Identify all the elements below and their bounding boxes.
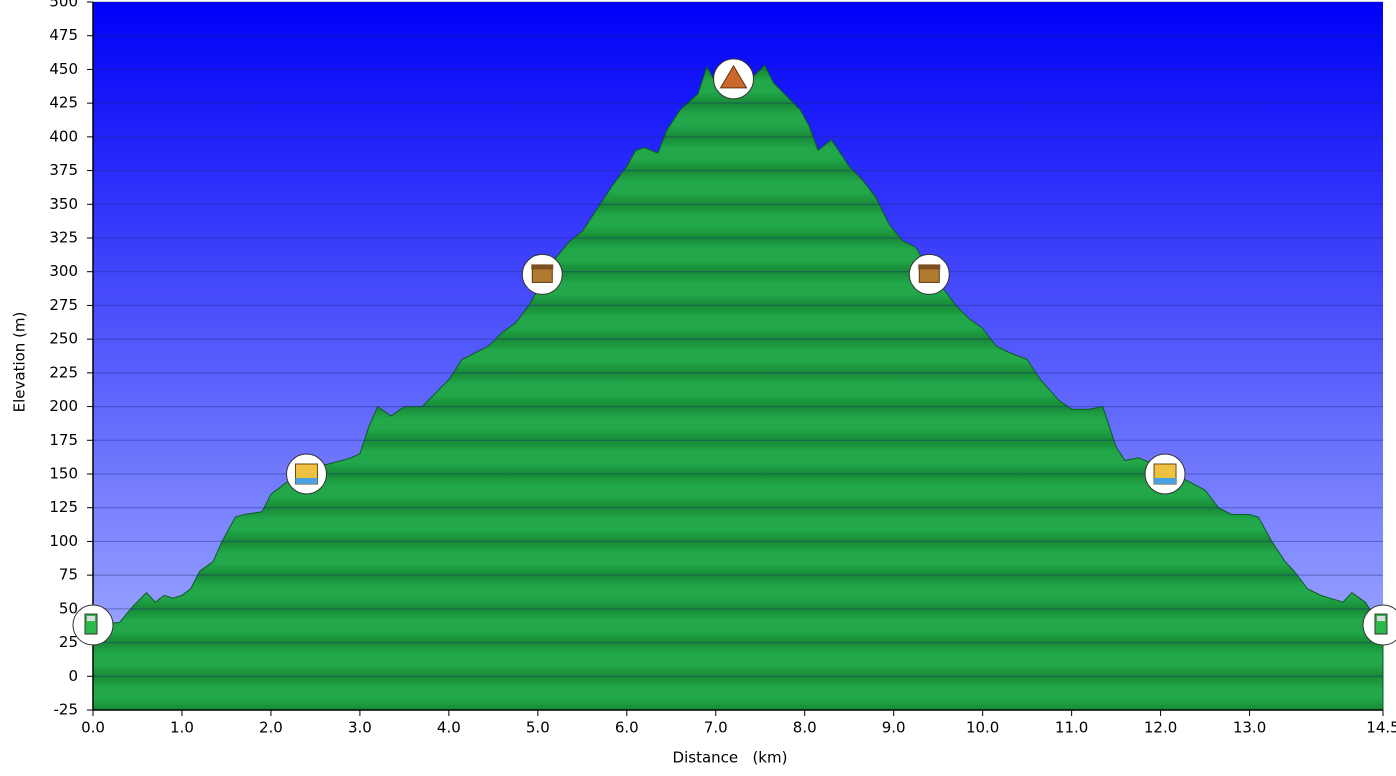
x-tick-label: 9.0 xyxy=(882,719,906,737)
x-tick-label: 10.0 xyxy=(966,719,999,737)
y-tick-label: 25 xyxy=(59,633,78,651)
y-tick-label: 175 xyxy=(49,431,78,449)
x-tick-label: 3.0 xyxy=(348,719,372,737)
bridge-water xyxy=(295,478,318,484)
house-icon xyxy=(918,267,940,283)
fuel-window xyxy=(1377,616,1385,622)
house-icon xyxy=(531,267,553,283)
y-tick-label: 400 xyxy=(49,127,78,145)
x-axis-title: Distance (km) xyxy=(673,749,788,767)
x-tick-label: 6.0 xyxy=(615,719,639,737)
y-tick-label: 100 xyxy=(49,532,78,550)
y-tick-label: 0 xyxy=(68,667,78,685)
y-tick-label: 250 xyxy=(49,330,78,348)
y-axis-title: Elevation (m) xyxy=(11,312,29,413)
waypoint xyxy=(72,604,114,646)
x-tick-label: 5.0 xyxy=(526,719,550,737)
x-tick-label: 11.0 xyxy=(1055,719,1088,737)
y-tick-label: -25 xyxy=(54,701,79,719)
x-tick-label: 0.0 xyxy=(81,719,105,737)
peak-icon xyxy=(719,64,748,89)
y-tick-label: 475 xyxy=(49,26,78,44)
x-tick-label: 2.0 xyxy=(259,719,283,737)
y-tick-label: 325 xyxy=(49,229,78,247)
x-tick-label: 14.5 xyxy=(1366,719,1396,737)
y-tick-label: 50 xyxy=(59,599,78,617)
y-tick-label: 375 xyxy=(49,161,78,179)
waypoint xyxy=(1144,453,1186,495)
y-tick-label: 350 xyxy=(49,195,78,213)
waypoint xyxy=(908,253,950,295)
house-roof xyxy=(918,264,941,270)
y-tick-label: 75 xyxy=(59,566,78,584)
bridge-water xyxy=(1154,478,1177,484)
x-tick-label: 8.0 xyxy=(793,719,817,737)
y-tick-label: 425 xyxy=(49,94,78,112)
fuel-window xyxy=(87,616,95,622)
y-tick-label: 150 xyxy=(49,465,78,483)
y-tick-label: 300 xyxy=(49,262,78,280)
y-tick-label: 225 xyxy=(49,363,78,381)
x-tick-label: 1.0 xyxy=(170,719,194,737)
x-tick-label: 13.0 xyxy=(1233,719,1266,737)
y-tick-label: 200 xyxy=(49,397,78,415)
y-tick-label: 500 xyxy=(49,0,78,11)
x-tick-label: 7.0 xyxy=(704,719,728,737)
waypoint xyxy=(1362,604,1396,646)
y-tick-label: 125 xyxy=(49,498,78,516)
x-tick-label: 4.0 xyxy=(437,719,461,737)
house-roof xyxy=(531,264,554,270)
waypoint xyxy=(286,453,328,495)
y-tick-label: 450 xyxy=(49,60,78,78)
waypoint xyxy=(521,253,563,295)
waypoint xyxy=(713,58,755,100)
x-tick-label: 12.0 xyxy=(1144,719,1177,737)
y-tick-label: 275 xyxy=(49,296,78,314)
